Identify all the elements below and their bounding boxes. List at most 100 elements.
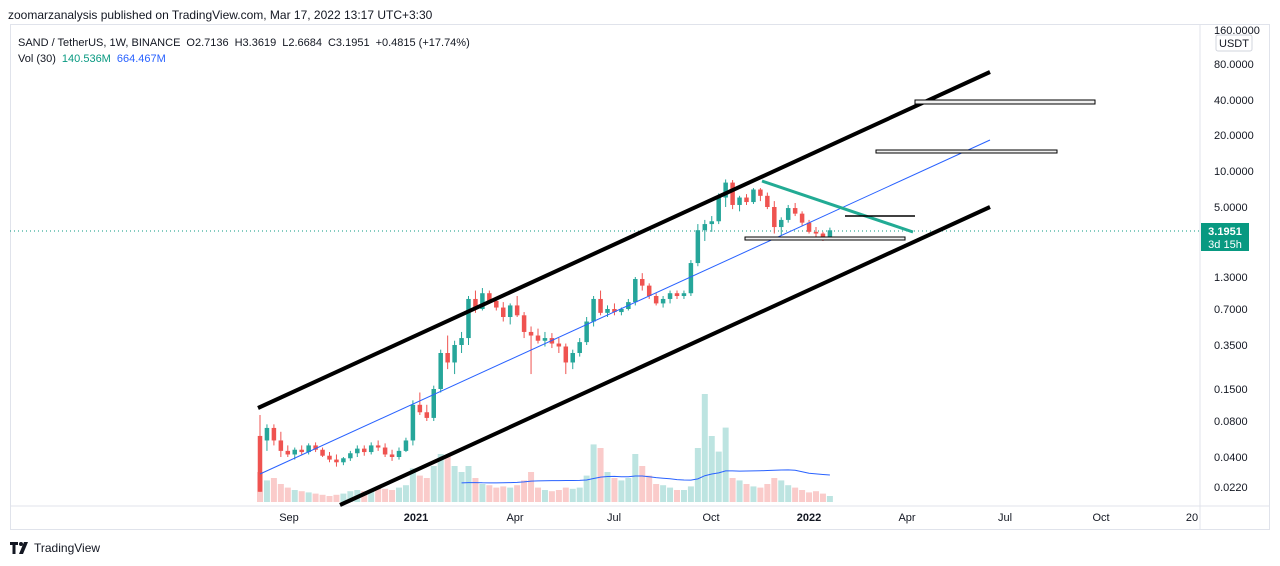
candle-body	[723, 182, 728, 198]
candle-body	[424, 412, 430, 418]
time-axis[interactable]: Sep 2021 Apr Jul Oct 2022 Apr Jul Oct 20	[279, 512, 1198, 524]
candle-body	[285, 450, 291, 455]
volume-bar	[479, 484, 486, 502]
ohlc-row: SAND / TetherUS, 1W, BINANCE O2.7136 H3.…	[18, 35, 470, 51]
channel-lower-line[interactable]	[339, 205, 991, 507]
candle-body	[445, 353, 450, 363]
candle-body	[779, 219, 784, 228]
volume-bar	[361, 491, 368, 502]
candle-body	[487, 293, 492, 301]
volume-bar	[298, 491, 305, 502]
candle-body	[653, 296, 659, 304]
price-tick-label: 1.3000	[1214, 272, 1248, 284]
volume-bar	[604, 472, 611, 502]
volume-bar	[764, 484, 771, 502]
volume-bar	[333, 494, 340, 502]
candle-body	[730, 182, 735, 205]
volume-bar	[729, 478, 736, 502]
volume-bar	[465, 466, 472, 502]
footer-brand[interactable]: TradingView	[10, 541, 100, 555]
volume-bar	[674, 490, 680, 502]
candle-body	[667, 293, 673, 299]
volume-bar	[701, 394, 708, 502]
volume-bar	[312, 493, 319, 502]
candle-body	[521, 315, 527, 332]
candle-body	[292, 449, 297, 455]
volume-bar	[437, 454, 444, 502]
candles	[257, 179, 833, 492]
chart-frame[interactable]	[10, 24, 1270, 530]
target-zone-2[interactable]	[875, 149, 1058, 154]
price-tick-label: 160.0000	[1214, 25, 1260, 37]
volume-bar	[708, 436, 715, 502]
volume-bar	[778, 480, 785, 502]
candle-body	[584, 321, 589, 343]
price-tick-label: 5.0000	[1214, 202, 1248, 214]
candle-body	[563, 346, 569, 363]
high-value: H3.3619	[234, 37, 277, 49]
candle-body	[501, 307, 506, 318]
price-tick-label: 0.7000	[1214, 304, 1248, 316]
candle-body	[375, 445, 381, 448]
volume-bar	[375, 487, 382, 502]
volume-value: 140.536M	[61, 53, 111, 65]
tradingview-logo-icon	[10, 542, 28, 554]
candle-body	[362, 448, 367, 453]
candle-body	[438, 353, 443, 389]
volume-bar	[813, 491, 819, 502]
volume-bar	[646, 475, 653, 502]
candle-body	[382, 447, 388, 455]
candle-body	[591, 298, 596, 322]
time-tick-label: 20	[1186, 512, 1198, 524]
volume-bar	[583, 475, 590, 502]
support-zone[interactable]	[744, 236, 906, 241]
price-tick-label: 0.0400	[1214, 452, 1248, 464]
descending-trendline[interactable]	[761, 179, 914, 234]
volume-bar	[291, 490, 298, 502]
volume-label[interactable]: Vol (30)	[18, 53, 56, 65]
price-tick-label: 40.0000	[1214, 95, 1254, 107]
price-tick-label: 80.0000	[1214, 59, 1254, 71]
candle-body	[271, 427, 277, 441]
volume-row: Vol (30) 140.536M 664.467M	[18, 51, 470, 67]
candle-body	[494, 300, 499, 308]
volume-bar	[562, 487, 569, 502]
candle-body	[695, 230, 701, 264]
candle-body	[619, 309, 624, 313]
volume-ma-line	[461, 469, 830, 484]
volume-bar	[548, 491, 555, 502]
volume-bar	[715, 451, 722, 502]
volume-bar	[785, 485, 792, 502]
candle-body	[660, 298, 666, 304]
symbol-label[interactable]: SAND / TetherUS, 1W, BINANCE	[18, 37, 181, 49]
candle-body	[785, 208, 791, 220]
candle-body	[792, 208, 798, 214]
price-axis[interactable]: 160.0000 80.0000 40.0000 20.0000 10.0000 5.00…	[1214, 25, 1260, 494]
candle-body	[640, 279, 645, 286]
volume-bar	[389, 490, 396, 502]
volume-bar	[632, 454, 639, 502]
candle-body	[396, 450, 402, 457]
volume-bar	[423, 478, 430, 502]
channel-upper-line[interactable]	[257, 70, 991, 410]
volume-bar	[826, 496, 833, 502]
candle-body	[320, 449, 325, 456]
price-tick-label: 10.0000	[1214, 166, 1254, 178]
time-tick-label: Apr	[506, 512, 523, 524]
volume-bar	[541, 490, 548, 502]
volume-bar	[639, 466, 646, 502]
candle-body	[542, 338, 548, 341]
unit-label-box[interactable]	[1215, 34, 1253, 52]
candle-body	[751, 189, 756, 203]
volume-bar	[611, 478, 618, 502]
target-zone-1[interactable]	[914, 99, 1096, 105]
candle-body	[744, 197, 749, 203]
candle-body	[598, 298, 603, 313]
volume-bar	[771, 478, 778, 502]
channel-mid-line[interactable]	[259, 139, 991, 475]
candle-body	[431, 389, 436, 418]
volume-bar	[535, 487, 541, 502]
volume-bar	[694, 448, 701, 502]
candle-body	[480, 293, 485, 309]
